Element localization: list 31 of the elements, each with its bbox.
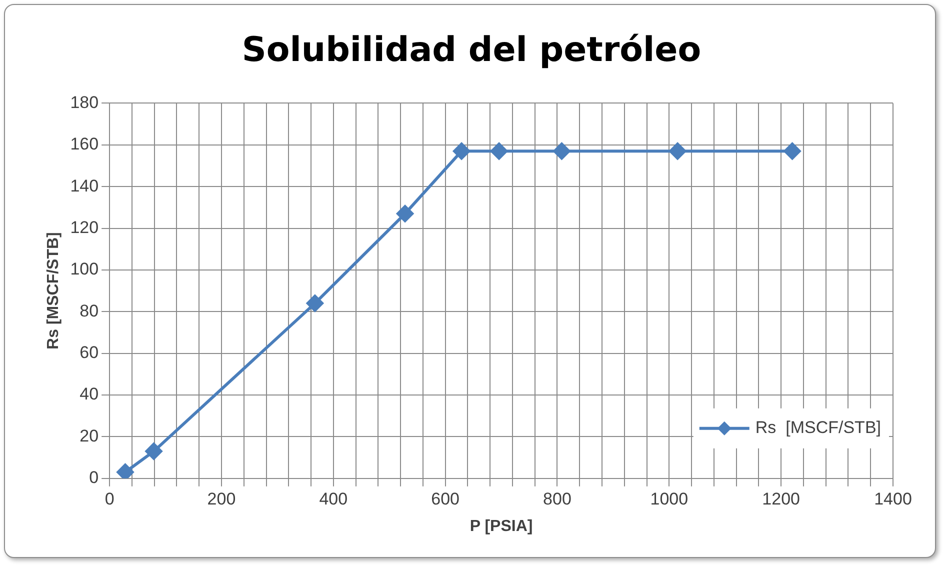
point: [116, 464, 134, 478]
y-tick-label: 140: [70, 176, 99, 196]
legend-label: Rs [MSCF/STB]: [755, 418, 882, 438]
y-tick-label: 40: [80, 384, 99, 404]
y-tick-label: 120: [70, 218, 99, 237]
point: [453, 142, 470, 160]
point: [553, 142, 570, 160]
x-tick-label: 1200: [762, 489, 800, 508]
point: [784, 142, 801, 160]
x-axis-title: P [PSIA]: [470, 518, 533, 535]
y-tick-label: 80: [80, 301, 99, 320]
x-tick-label: 800: [543, 489, 572, 508]
point: [490, 142, 508, 160]
point: [145, 442, 162, 460]
x-tick-label: 0: [104, 489, 114, 508]
y-axis-title: Rs [MSCF/STB]: [45, 232, 62, 350]
y-tick-label: 20: [80, 426, 99, 446]
x-tick-label: 1400: [874, 489, 912, 508]
y-tick-label: 180: [70, 92, 99, 112]
chart-title: Solubilidad del petróleo: [240, 30, 702, 70]
x-tick-label: 1000: [650, 489, 688, 508]
point: [669, 142, 686, 160]
y-tick-label: 160: [70, 134, 99, 154]
y-tick-label: 100: [70, 260, 99, 279]
x-tick-label: 400: [319, 489, 348, 508]
point: [396, 205, 414, 222]
y-tick-label: 0: [89, 468, 99, 488]
x-tick-label: 200: [207, 489, 236, 508]
y-tick-label: 60: [80, 343, 99, 362]
point: [306, 294, 324, 312]
x-tick-label: 600: [431, 489, 460, 508]
